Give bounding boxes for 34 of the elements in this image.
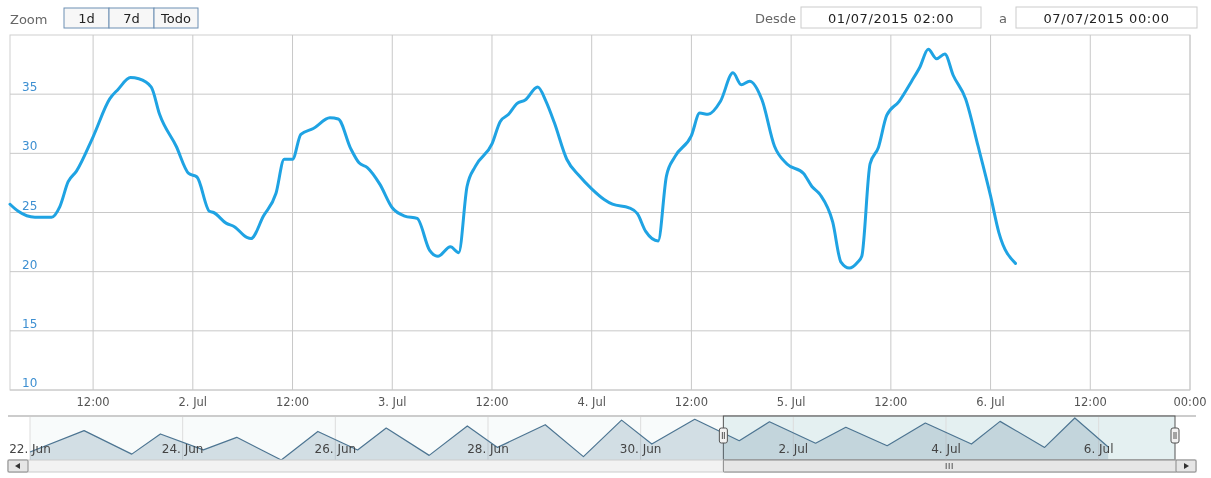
x-tick-label: 24. Jun <box>161 442 204 456</box>
x-tick-label: 26. Jun <box>314 442 357 456</box>
x-tick-label: 4. Jul <box>931 442 961 456</box>
x-tick-label: 00:00 <box>1173 395 1207 409</box>
text: Todo <box>160 11 191 26</box>
x-tick-label: 12:00 <box>76 395 110 409</box>
text: 01/07/2015 02:00 <box>827 11 955 26</box>
text: 7d <box>123 11 140 26</box>
y-tick-label: 10 <box>22 376 38 390</box>
text: Zoom <box>10 12 48 27</box>
x-tick-label: 6. Jul <box>976 395 1005 409</box>
x-tick-label: 28. Jun <box>467 442 509 456</box>
x-tick-label: 22. Jun <box>9 442 51 456</box>
x-tick-label: 30. Jun <box>619 442 662 456</box>
x-tick-label: 12:00 <box>874 395 908 409</box>
x-tick-label: 12:00 <box>275 395 310 409</box>
text: 07/07/2015 00:00 <box>1043 11 1170 26</box>
x-tick-label: 2. Jul <box>178 395 208 409</box>
x-tick-label: 12:00 <box>475 395 509 409</box>
y-tick-label: 25 <box>22 198 38 213</box>
y-tick-label: 20 <box>22 257 38 272</box>
x-tick-label: 6. Jul <box>1083 442 1114 456</box>
x-tick-label: 3. Jul <box>378 395 407 409</box>
x-tick-label: 12:00 <box>674 395 708 409</box>
y-tick-label: 35 <box>22 80 38 95</box>
text: 1d <box>78 11 95 26</box>
x-tick-label: 2. Jul <box>778 442 809 456</box>
y-tick-label: 15 <box>22 316 38 331</box>
x-tick-label: 5. Jul <box>776 395 806 409</box>
text: Desde <box>754 11 796 26</box>
x-tick-label: 4. Jul <box>577 395 606 409</box>
y-tick-label: 30 <box>22 139 38 154</box>
text: a <box>999 11 1007 26</box>
x-tick-label: 12:00 <box>1073 395 1107 409</box>
